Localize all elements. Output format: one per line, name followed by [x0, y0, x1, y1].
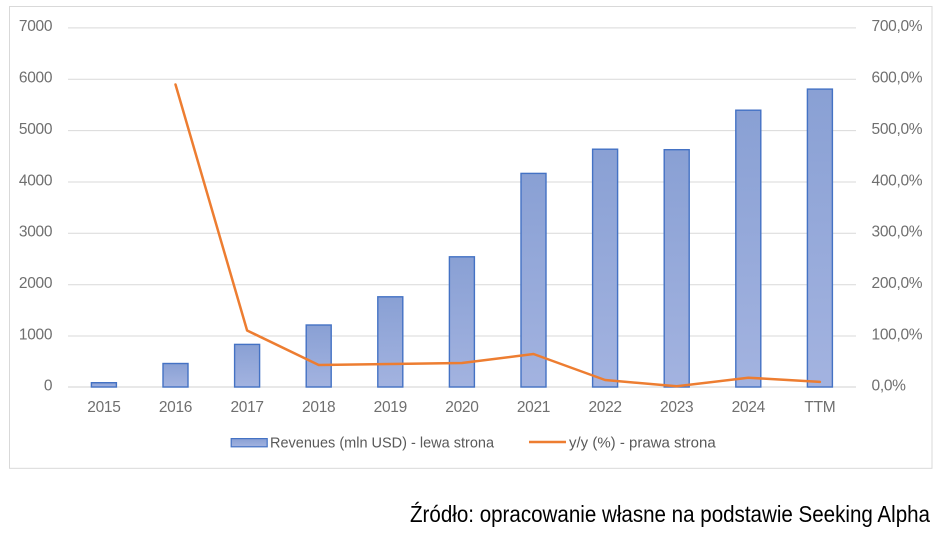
- svg-text:2018: 2018: [302, 399, 335, 416]
- svg-text:4000: 4000: [19, 172, 53, 189]
- svg-text:700,0%: 700,0%: [872, 18, 923, 35]
- svg-text:0,0%: 0,0%: [872, 378, 907, 395]
- svg-text:5000: 5000: [19, 121, 53, 138]
- svg-text:7000: 7000: [19, 18, 53, 35]
- svg-text:200,0%: 200,0%: [872, 275, 923, 292]
- svg-text:1000: 1000: [19, 326, 53, 343]
- svg-text:2016: 2016: [159, 399, 192, 416]
- svg-text:Źródło: opracowanie własne na: Źródło: opracowanie własne na podstawie …: [410, 501, 931, 527]
- svg-text:Revenues (mln USD) - lewa stro: Revenues (mln USD) - lewa strona: [270, 436, 495, 452]
- svg-text:2023: 2023: [660, 399, 693, 416]
- svg-text:600,0%: 600,0%: [872, 70, 923, 87]
- svg-text:2021: 2021: [517, 399, 550, 416]
- svg-text:TTM: TTM: [804, 399, 835, 416]
- svg-text:2000: 2000: [19, 275, 53, 292]
- svg-text:6000: 6000: [19, 70, 53, 87]
- svg-text:2024: 2024: [732, 399, 766, 416]
- svg-text:500,0%: 500,0%: [872, 121, 923, 138]
- svg-text:2017: 2017: [230, 399, 263, 416]
- svg-text:100,0%: 100,0%: [872, 326, 923, 343]
- svg-text:y/y (%) - prawa strona: y/y (%) - prawa strona: [569, 435, 716, 452]
- svg-text:2020: 2020: [445, 399, 479, 416]
- svg-text:0: 0: [44, 378, 53, 395]
- svg-text:2022: 2022: [588, 399, 621, 416]
- svg-text:2019: 2019: [374, 399, 407, 416]
- svg-text:3000: 3000: [19, 224, 53, 241]
- svg-text:2015: 2015: [87, 399, 120, 416]
- svg-text:400,0%: 400,0%: [872, 172, 923, 189]
- svg-text:300,0%: 300,0%: [872, 224, 923, 241]
